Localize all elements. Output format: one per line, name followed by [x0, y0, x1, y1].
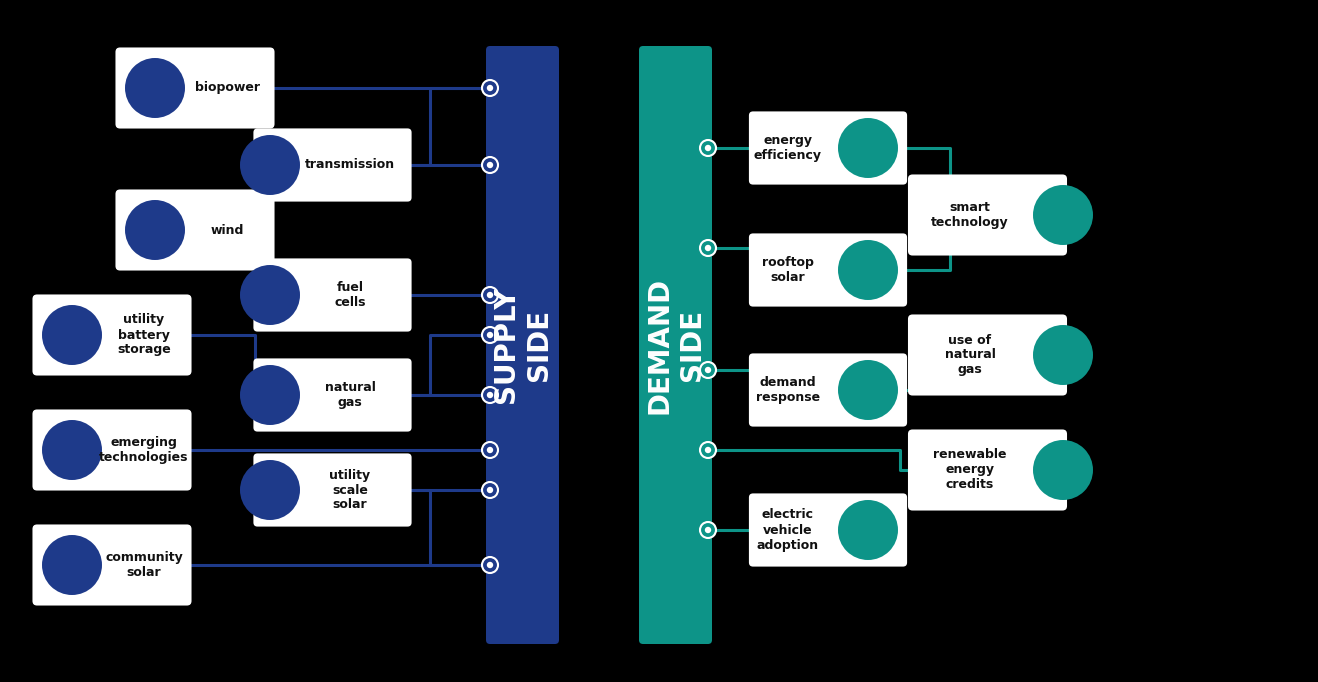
- Ellipse shape: [700, 240, 716, 256]
- Text: electric
vehicle
adoption: electric vehicle adoption: [757, 509, 818, 552]
- FancyBboxPatch shape: [749, 233, 907, 307]
- FancyBboxPatch shape: [253, 128, 411, 202]
- Text: utility
battery
storage: utility battery storage: [117, 314, 171, 357]
- FancyBboxPatch shape: [486, 46, 559, 644]
- Ellipse shape: [42, 535, 101, 595]
- Text: rooftop
solar: rooftop solar: [762, 256, 815, 284]
- Ellipse shape: [700, 362, 716, 378]
- Ellipse shape: [705, 145, 712, 151]
- Ellipse shape: [482, 287, 498, 303]
- Ellipse shape: [705, 527, 712, 533]
- FancyBboxPatch shape: [749, 493, 907, 567]
- FancyBboxPatch shape: [253, 454, 411, 527]
- Ellipse shape: [482, 157, 498, 173]
- Text: emerging
technologies: emerging technologies: [99, 436, 188, 464]
- Ellipse shape: [240, 460, 301, 520]
- Ellipse shape: [1033, 440, 1093, 500]
- Ellipse shape: [240, 265, 301, 325]
- Ellipse shape: [240, 365, 301, 425]
- FancyBboxPatch shape: [749, 353, 907, 427]
- Ellipse shape: [838, 500, 898, 560]
- Ellipse shape: [838, 360, 898, 420]
- FancyBboxPatch shape: [116, 190, 274, 271]
- Text: wind: wind: [211, 224, 244, 237]
- Ellipse shape: [42, 420, 101, 480]
- FancyBboxPatch shape: [33, 524, 191, 606]
- Text: energy
efficiency: energy efficiency: [754, 134, 822, 162]
- FancyBboxPatch shape: [253, 258, 411, 331]
- Text: community
solar: community solar: [105, 551, 183, 579]
- Text: biopower: biopower: [195, 82, 260, 95]
- Ellipse shape: [838, 118, 898, 178]
- Ellipse shape: [486, 162, 493, 168]
- Ellipse shape: [700, 442, 716, 458]
- Ellipse shape: [42, 305, 101, 365]
- Ellipse shape: [486, 292, 493, 298]
- FancyBboxPatch shape: [253, 359, 411, 432]
- Ellipse shape: [838, 240, 898, 300]
- Ellipse shape: [486, 562, 493, 568]
- Ellipse shape: [482, 557, 498, 573]
- Text: transmission: transmission: [304, 158, 395, 171]
- Ellipse shape: [125, 58, 185, 118]
- Ellipse shape: [705, 367, 712, 373]
- Ellipse shape: [482, 387, 498, 403]
- Text: fuel
cells: fuel cells: [335, 281, 366, 309]
- FancyBboxPatch shape: [749, 111, 907, 185]
- Ellipse shape: [700, 522, 716, 538]
- Ellipse shape: [482, 442, 498, 458]
- Ellipse shape: [482, 327, 498, 343]
- Ellipse shape: [482, 482, 498, 498]
- Text: demand
response: demand response: [757, 376, 820, 404]
- Text: natural
gas: natural gas: [324, 381, 376, 409]
- Ellipse shape: [700, 140, 716, 156]
- Ellipse shape: [486, 487, 493, 493]
- Ellipse shape: [482, 80, 498, 96]
- Text: DEMAND
SIDE: DEMAND SIDE: [646, 276, 705, 413]
- FancyBboxPatch shape: [908, 175, 1068, 256]
- Text: smart
technology: smart technology: [932, 201, 1008, 229]
- Ellipse shape: [486, 391, 493, 398]
- Text: SUPPLY
SIDE: SUPPLY SIDE: [493, 286, 552, 403]
- Ellipse shape: [486, 85, 493, 91]
- Ellipse shape: [486, 447, 493, 454]
- FancyBboxPatch shape: [908, 430, 1068, 511]
- Ellipse shape: [486, 332, 493, 338]
- Ellipse shape: [1033, 325, 1093, 385]
- Ellipse shape: [705, 245, 712, 251]
- Text: renewable
energy
credits: renewable energy credits: [933, 449, 1007, 492]
- FancyBboxPatch shape: [116, 48, 274, 128]
- FancyBboxPatch shape: [33, 409, 191, 490]
- FancyBboxPatch shape: [908, 314, 1068, 396]
- FancyBboxPatch shape: [33, 295, 191, 376]
- Ellipse shape: [240, 135, 301, 195]
- Text: utility
scale
solar: utility scale solar: [330, 469, 370, 512]
- Ellipse shape: [705, 447, 712, 454]
- Text: use of
natural
gas: use of natural gas: [945, 333, 995, 376]
- FancyBboxPatch shape: [639, 46, 712, 644]
- Ellipse shape: [125, 200, 185, 260]
- Ellipse shape: [1033, 185, 1093, 245]
